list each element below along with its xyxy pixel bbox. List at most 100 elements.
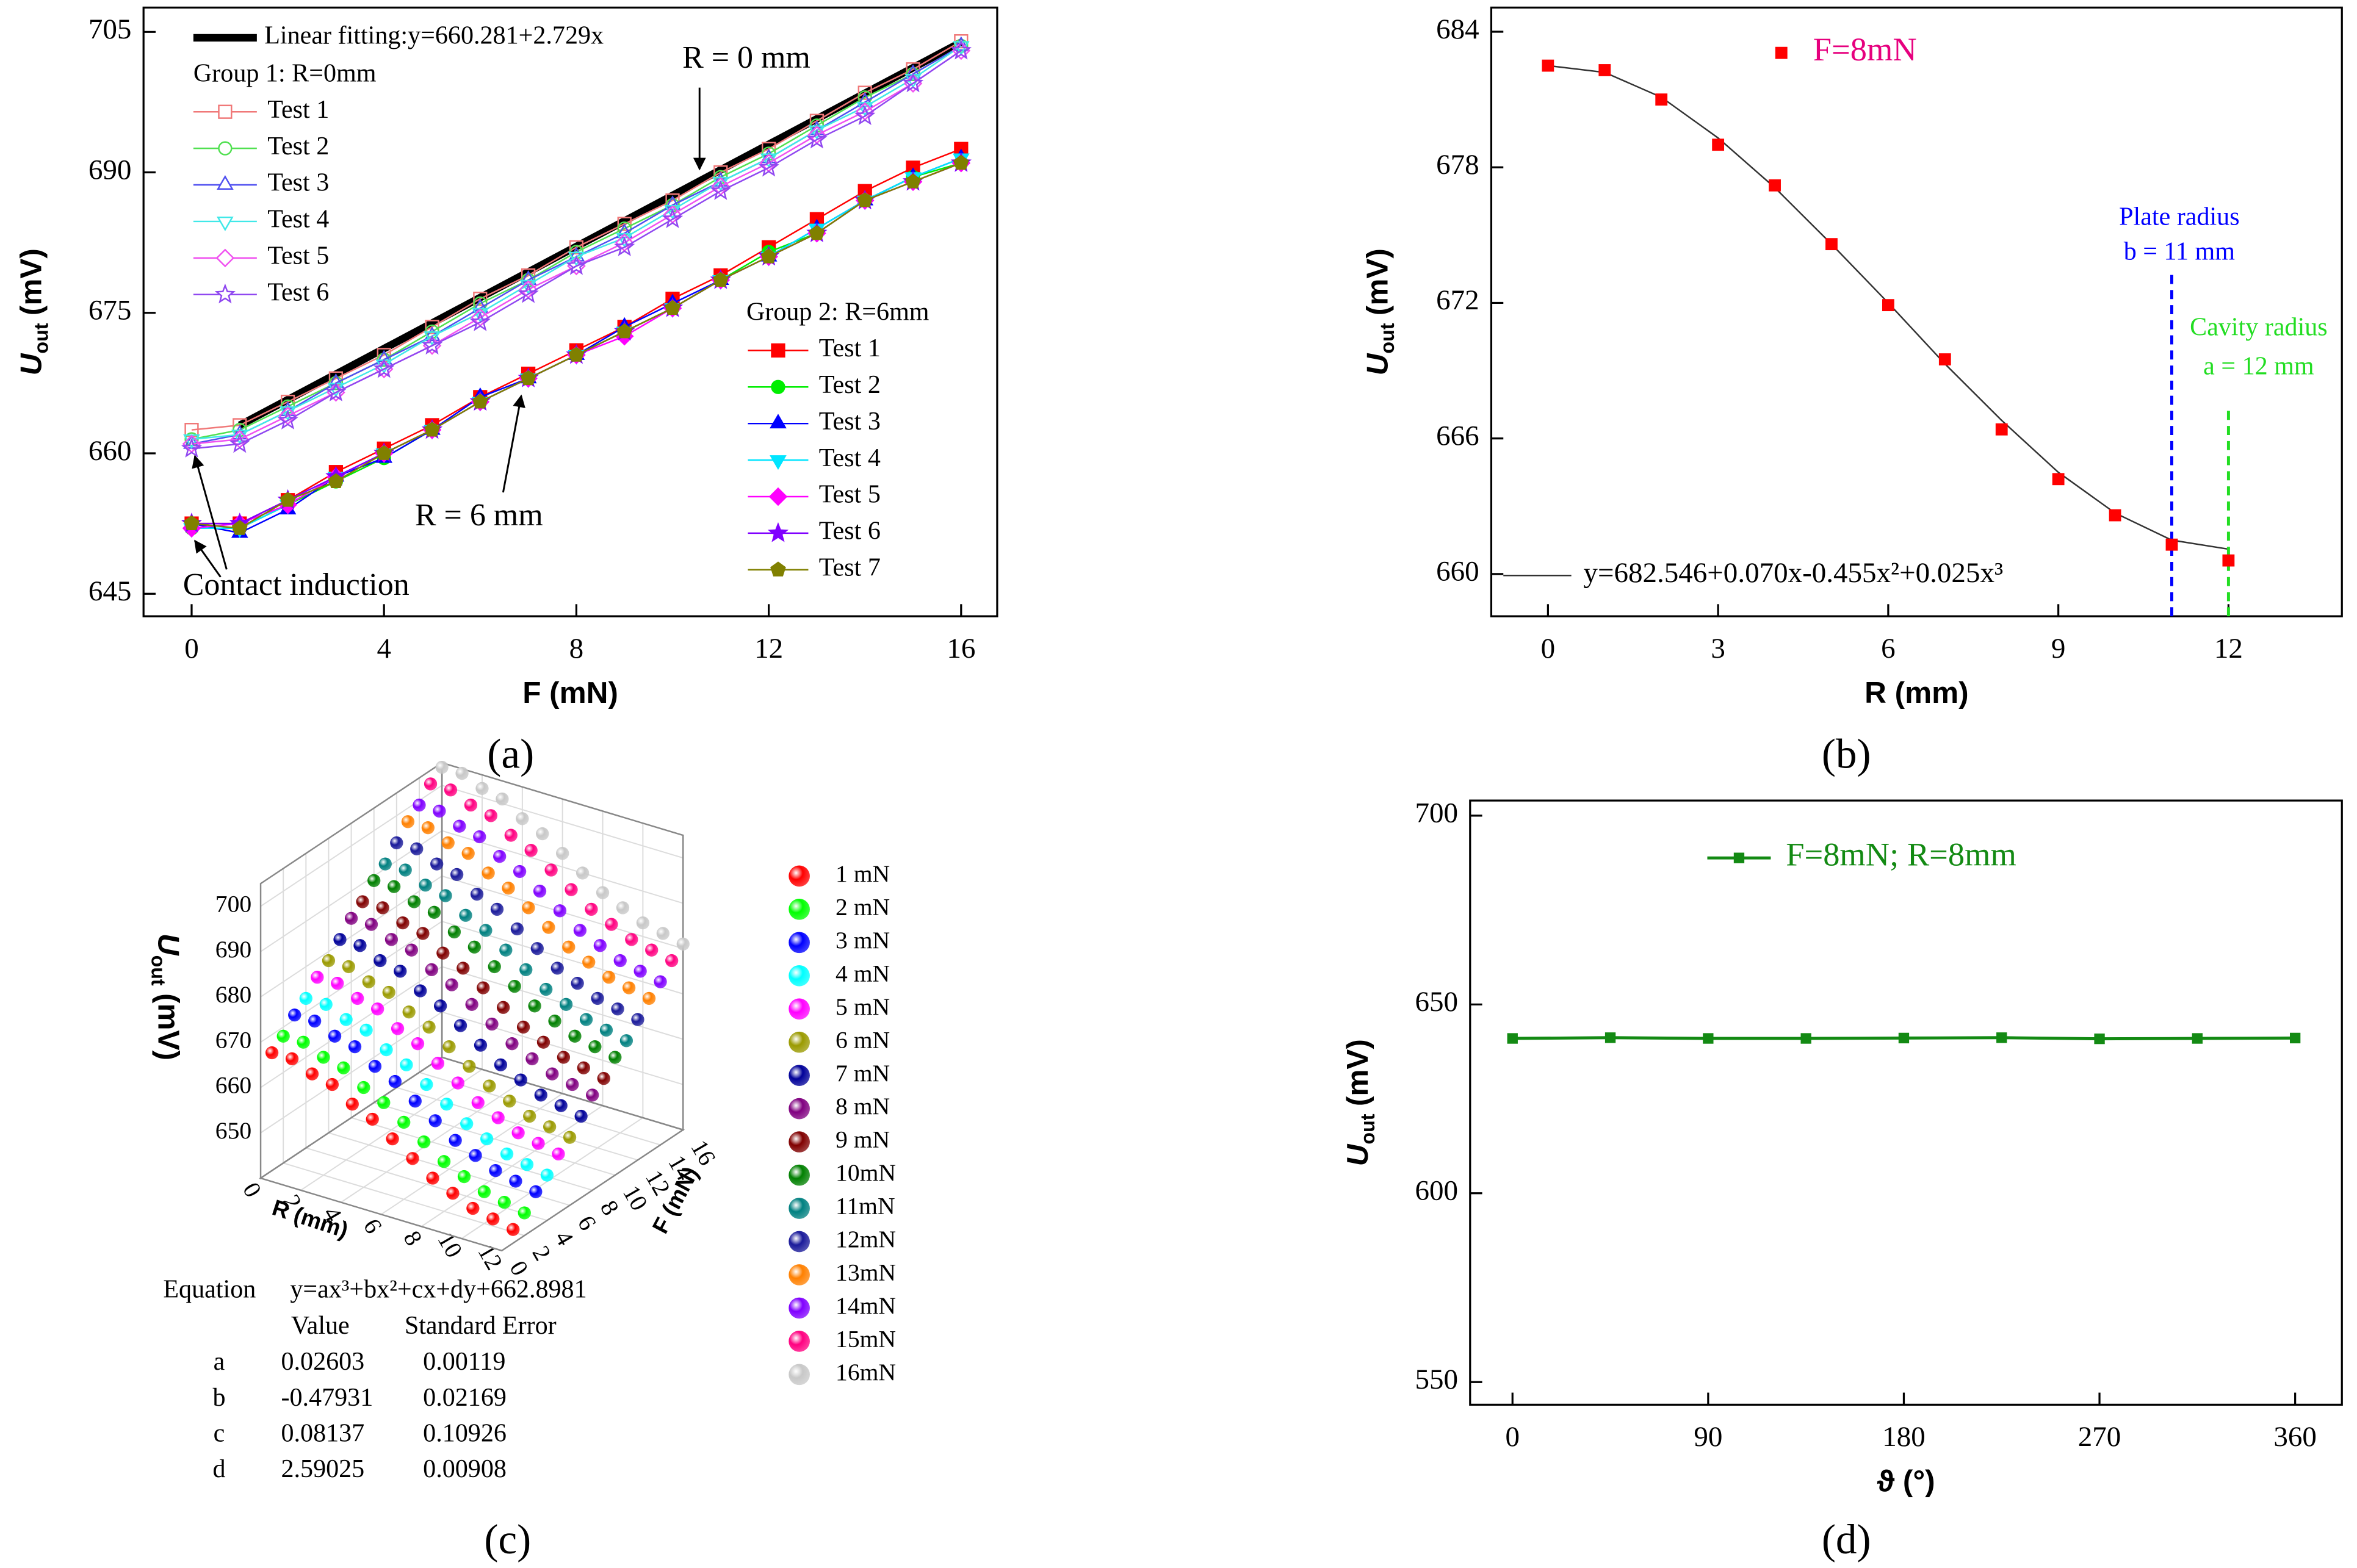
data-point — [571, 977, 584, 990]
x-tick-label: 9 — [2051, 633, 2066, 664]
x-tick-label: 4 — [377, 633, 391, 664]
data-point — [599, 1023, 613, 1037]
legend-marker — [1733, 852, 1745, 863]
data-point — [2109, 509, 2121, 522]
data-point — [231, 520, 248, 535]
data-point — [625, 933, 638, 946]
data-point — [457, 1170, 471, 1184]
data-point — [511, 1126, 525, 1140]
legend-label: 9 mN — [836, 1126, 890, 1153]
data-point — [497, 1195, 511, 1209]
data-point — [518, 283, 539, 303]
data-point — [608, 1051, 622, 1064]
data-point — [357, 1081, 370, 1095]
data-point — [588, 1040, 602, 1054]
y-tick-label: 672 — [1436, 284, 1479, 316]
x-tick-label: 12 — [754, 633, 783, 664]
data-point — [461, 847, 475, 860]
data-point — [426, 1171, 439, 1185]
legend-marker — [789, 1031, 810, 1053]
data-point — [760, 248, 777, 264]
data-point — [477, 981, 490, 994]
data-point — [442, 1040, 456, 1054]
data-point — [1703, 1033, 1714, 1044]
annotation-arrow — [194, 539, 222, 578]
legend-marker — [1775, 46, 1788, 59]
data-point — [436, 946, 450, 960]
data-point — [530, 942, 544, 955]
legend-marker — [789, 1198, 810, 1219]
data-point — [402, 1005, 416, 1019]
annotation: R = 0 mm — [682, 40, 810, 75]
legend-label: Test 1 — [819, 334, 881, 362]
legend-label: 13mN — [836, 1259, 896, 1286]
data-point — [390, 836, 403, 850]
legend-label: 8 mN — [836, 1093, 890, 1120]
legend-label: Test 3 — [267, 169, 329, 197]
data-point — [479, 924, 493, 937]
data-point — [356, 895, 369, 908]
legend-label: 7 mN — [836, 1060, 890, 1087]
data-point — [611, 1002, 624, 1016]
axis-label: Uout (mV) — [1360, 248, 1398, 375]
table-cell: 0.10926 — [423, 1420, 507, 1448]
annotation: Contact induction — [183, 567, 410, 602]
data-point — [374, 954, 387, 968]
data-point — [453, 1019, 467, 1032]
data-point — [613, 954, 627, 968]
legend-marker — [789, 865, 810, 887]
data-point — [453, 819, 466, 833]
data-point — [902, 72, 924, 93]
y-tick-label: 660 — [1436, 556, 1479, 588]
data-point — [471, 1096, 485, 1109]
x-tick-label: 0 — [1541, 633, 1556, 664]
data-point — [520, 370, 536, 386]
data-point — [950, 40, 972, 60]
data-point — [1995, 423, 2008, 436]
data-point — [465, 998, 478, 1011]
data-point — [391, 1022, 405, 1035]
data-point — [317, 1051, 330, 1064]
data-point — [428, 1114, 442, 1127]
data-point — [447, 925, 461, 939]
data-point — [319, 998, 333, 1011]
legend-label: Test 2 — [267, 132, 329, 160]
data-point — [328, 473, 344, 488]
data-point — [525, 1052, 539, 1066]
data-point — [2094, 1033, 2105, 1045]
data-point — [351, 991, 364, 1005]
x-axis-label: R (mm) — [1864, 676, 1969, 710]
table-header: Standard Error — [405, 1312, 557, 1340]
data-point — [1882, 299, 1894, 312]
data-point — [712, 272, 729, 287]
x-tick-label: 3 — [1711, 633, 1725, 664]
axis-label-unit: (mV) — [15, 248, 48, 315]
data-point — [550, 962, 564, 975]
x-tick-label: 0 — [184, 633, 199, 664]
legend-label: 10mN — [836, 1159, 896, 1186]
data-point — [441, 836, 455, 850]
data-point — [463, 1060, 476, 1073]
x-tick-label: 90 — [1694, 1421, 1722, 1453]
data-point — [325, 381, 347, 401]
data-point — [544, 863, 558, 877]
y-tick-label: 650 — [1415, 986, 1458, 1018]
data-point — [427, 905, 441, 919]
data-point — [376, 445, 392, 460]
y-tick-label: 675 — [88, 295, 132, 326]
data-point — [374, 358, 395, 378]
legend-marker — [789, 1364, 810, 1386]
data-point — [758, 156, 779, 177]
data-point — [529, 1185, 543, 1198]
data-point — [344, 912, 358, 925]
data-point — [503, 1095, 516, 1108]
data-point — [440, 1098, 453, 1111]
table-cell: -0.47931 — [281, 1384, 373, 1412]
data-point — [597, 1071, 610, 1085]
data-point — [417, 1135, 431, 1149]
legend-label: Test 3 — [819, 408, 881, 436]
table-cell: 0.08137 — [281, 1420, 364, 1448]
data-point — [524, 844, 538, 857]
plot-frame — [1469, 799, 2343, 1406]
